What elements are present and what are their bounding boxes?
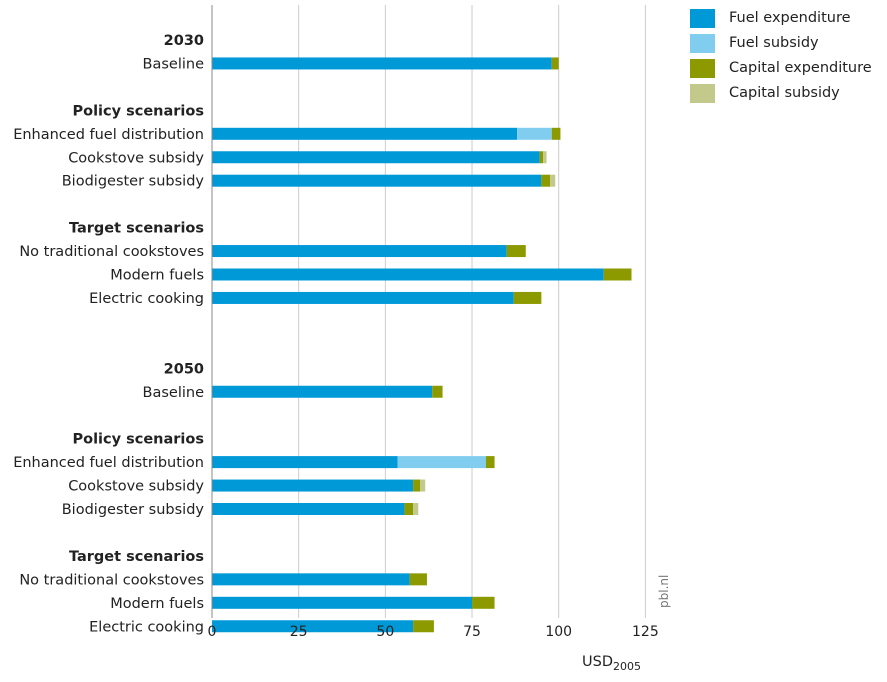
bar-segment (552, 128, 561, 140)
bar-segment (212, 57, 552, 69)
bar-segment (212, 456, 397, 468)
bar-segment (517, 128, 552, 140)
category-label: Modern fuels (110, 268, 204, 284)
bar-segment (420, 480, 425, 492)
bars (212, 57, 632, 632)
legend-swatch (690, 34, 715, 53)
bar-segment (543, 151, 546, 163)
bar-segment (212, 292, 514, 304)
category-label: Electric cooking (89, 291, 204, 307)
group-header: Policy scenarios (72, 103, 204, 119)
legend: Fuel expenditure Fuel subsidy Capital expe… (690, 6, 872, 106)
category-label: Modern fuels (110, 596, 204, 612)
bar-segment (604, 269, 632, 281)
bar-segment (472, 597, 495, 609)
bar-segment (540, 151, 543, 163)
x-tick-label: 25 (290, 624, 308, 640)
legend-label: Fuel subsidy (729, 35, 819, 51)
category-label: No traditional cookstoves (19, 572, 204, 588)
x-tick-label: 50 (376, 624, 394, 640)
bar-segment (552, 57, 559, 69)
legend-swatch (690, 84, 715, 103)
source-credit: pbl.nl (657, 575, 671, 608)
group-header: Target scenarios (69, 221, 204, 237)
legend-label: Capital expenditure (729, 60, 872, 76)
category-labels: 2030 Baseline Policy scenarios Enhanced fue… (13, 33, 204, 635)
bar-segment (212, 597, 472, 609)
group-header: Target scenarios (69, 549, 204, 565)
legend-swatch (690, 9, 715, 28)
legend-item: Capital subsidy (690, 81, 872, 105)
category-label: Enhanced fuel distribution (13, 127, 204, 143)
category-label: Electric cooking (89, 619, 204, 635)
bar-segment (212, 128, 517, 140)
category-label: No traditional cookstoves (19, 244, 204, 260)
x-tick-label: 100 (545, 624, 572, 640)
category-label: Baseline (143, 385, 205, 401)
x-axis-label: USD2005 (582, 654, 641, 673)
bar-segment (550, 175, 555, 187)
group-header: 2030 (164, 33, 204, 49)
category-label: Enhanced fuel distribution (13, 455, 204, 471)
x-tick-label: 0 (208, 624, 217, 640)
category-label: Biodigester subsidy (62, 502, 205, 518)
bar-segment (514, 292, 542, 304)
bar-segment (212, 151, 540, 163)
x-axis-label-subscript: 2005 (613, 660, 641, 673)
bar-segment (432, 386, 442, 398)
group-header: Policy scenarios (72, 432, 204, 448)
bar-segment (212, 573, 410, 585)
category-label: Cookstove subsidy (68, 150, 204, 166)
category-label: Cookstove subsidy (68, 479, 204, 495)
bar-segment (212, 269, 604, 281)
bar-segment (410, 573, 427, 585)
grid-lines (299, 5, 646, 618)
x-axis-label-text: USD (582, 654, 613, 670)
bar-segment (486, 456, 495, 468)
bar-segment (212, 480, 413, 492)
bar-segment (541, 175, 550, 187)
bar-segment (413, 480, 420, 492)
bar-segment (404, 503, 413, 515)
bar-segment (413, 620, 434, 632)
bar-segment (507, 245, 526, 257)
bar-segment (212, 245, 507, 257)
x-tick-label: 125 (632, 624, 659, 640)
bar-segment (212, 175, 541, 187)
bar-segment (212, 503, 404, 515)
legend-item: Fuel expenditure (690, 6, 872, 30)
x-tick-label: 75 (463, 624, 481, 640)
legend-item: Fuel subsidy (690, 31, 872, 55)
legend-swatch (690, 59, 715, 78)
bar-segment (413, 503, 418, 515)
category-label: Biodigester subsidy (62, 174, 205, 190)
bar-segment (212, 386, 432, 398)
legend-item: Capital expenditure (690, 56, 872, 80)
bar-segment (397, 456, 485, 468)
legend-label: Capital subsidy (729, 85, 840, 101)
legend-label: Fuel expenditure (729, 10, 851, 26)
category-label: Baseline (143, 56, 205, 72)
group-header: 2050 (164, 361, 204, 377)
